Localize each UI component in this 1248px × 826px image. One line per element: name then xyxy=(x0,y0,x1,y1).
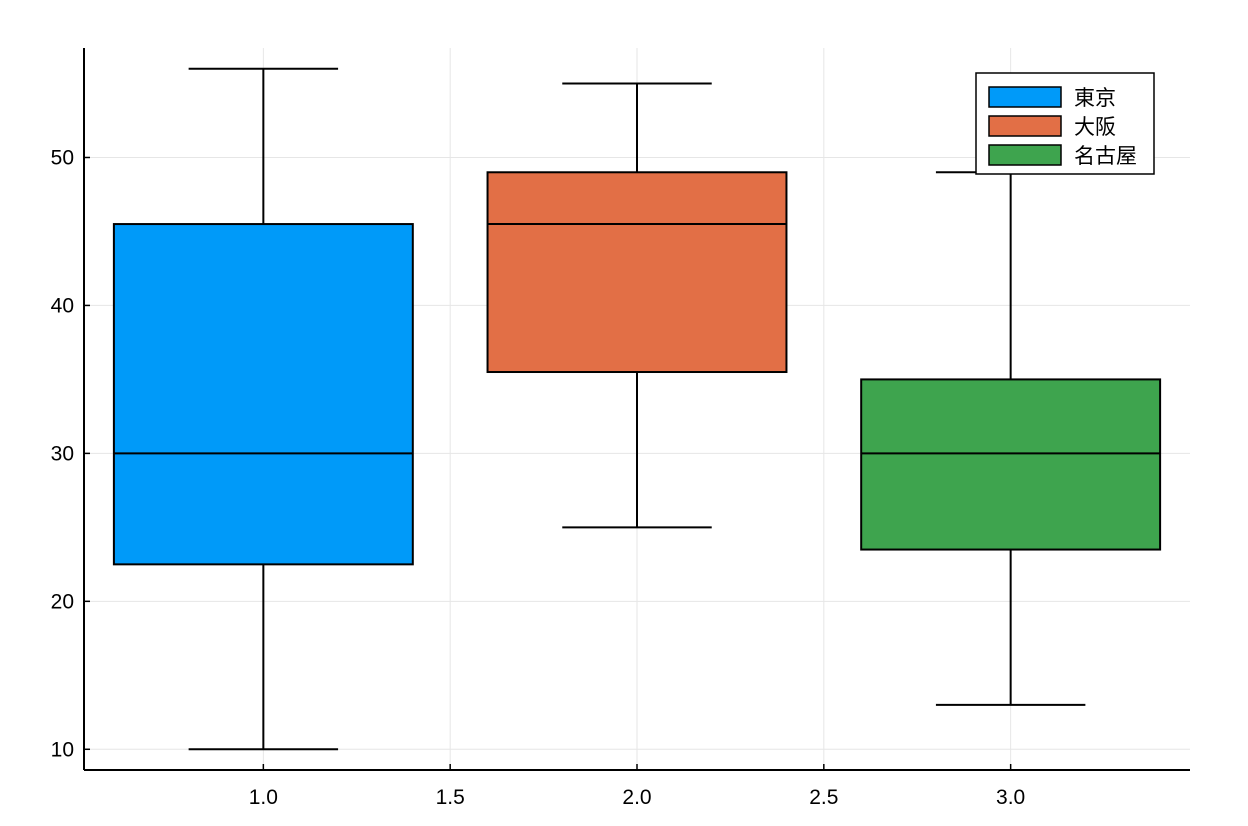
x-tick-label: 1.5 xyxy=(436,786,465,809)
legend-label: 東京 xyxy=(1074,86,1116,110)
y-tick-label: 10 xyxy=(51,738,74,761)
legend-swatch xyxy=(988,144,1062,166)
box-series xyxy=(112,67,1162,751)
box-body xyxy=(860,378,1162,551)
y-tick-label: 20 xyxy=(51,590,74,613)
axes: 1.0 1.5 2.0 2.5 3.0 10 20 30 40 50 xyxy=(51,48,1190,809)
x-tick-label: 3.0 xyxy=(996,786,1025,809)
legend-swatch xyxy=(988,115,1062,137)
box-body xyxy=(486,171,788,374)
x-tick-label: 2.0 xyxy=(622,786,651,809)
y-tick-label: 30 xyxy=(51,442,74,465)
box-1 xyxy=(112,67,414,751)
box-2 xyxy=(486,82,788,529)
box-3 xyxy=(860,171,1162,706)
legend-swatch xyxy=(988,86,1062,108)
legend-label: 名古屋 xyxy=(1074,144,1137,168)
y-tick-label: 40 xyxy=(51,294,74,317)
legend-label: 大阪 xyxy=(1074,115,1116,139)
x-tick-label: 2.5 xyxy=(809,786,838,809)
box-body xyxy=(112,223,414,566)
x-tick-label: 1.0 xyxy=(249,786,278,809)
y-tick-label: 50 xyxy=(51,146,74,169)
